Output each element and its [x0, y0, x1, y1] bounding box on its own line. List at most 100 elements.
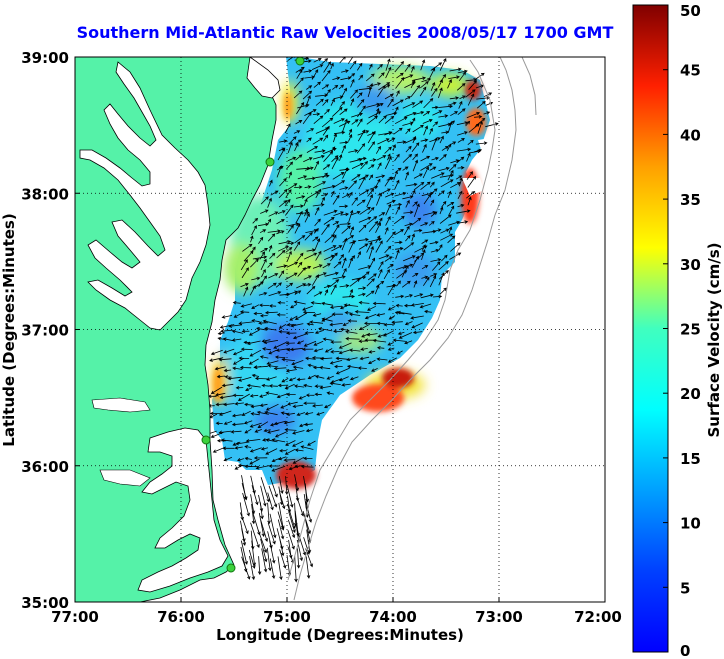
- velocity-arrow: [467, 175, 477, 188]
- velocity-arrow: [292, 430, 305, 435]
- velocity-arrow: [281, 378, 289, 383]
- velocity-arrow: [260, 520, 269, 543]
- velocity-arrow: [372, 338, 387, 343]
- velocity-arrow: [367, 83, 374, 98]
- velocity-arrow: [321, 223, 330, 235]
- velocity-arrow: [342, 322, 349, 326]
- velocity-arrow: [332, 76, 341, 80]
- velocity-arrow: [323, 284, 331, 289]
- velocity-arrow: [285, 341, 295, 346]
- velocity-arrow: [476, 100, 486, 109]
- velocity-arrow: [396, 90, 400, 97]
- velocity-arrow: [356, 143, 366, 154]
- velocity-arrow: [279, 139, 288, 143]
- velocity-arrow: [413, 111, 425, 115]
- velocity-arrow: [367, 188, 375, 197]
- velocity-arrow: [375, 240, 383, 253]
- velocity-arrow: [377, 162, 382, 170]
- velocity-arrow: [378, 115, 387, 124]
- velocity-arrow: [351, 162, 364, 169]
- colorbar-tick-label: 50: [680, 2, 701, 20]
- velocity-arrow: [358, 243, 369, 250]
- velocity-arrow: [277, 511, 285, 531]
- velocity-arrow: [268, 244, 273, 252]
- velocity-arrow: [296, 340, 304, 345]
- velocity-arrow: [241, 482, 248, 501]
- velocity-arrow: [430, 211, 438, 217]
- velocity-arrow: [358, 216, 372, 223]
- velocity-arrow: [241, 528, 247, 547]
- velocity-arrow: [240, 303, 253, 308]
- velocity-arrow: [223, 368, 232, 373]
- velocity-arrow: [412, 135, 417, 144]
- velocity-arrow: [294, 290, 302, 295]
- velocity-arrow: [441, 200, 447, 208]
- velocity-arrow: [358, 176, 366, 190]
- velocity-arrow: [394, 202, 403, 207]
- velocity-arrow: [413, 228, 423, 233]
- velocity-arrow: [402, 153, 413, 163]
- velocity-arrow: [251, 276, 261, 281]
- velocity-arrow: [339, 204, 349, 209]
- velocity-arrow: [394, 116, 408, 125]
- velocity-arrow: [287, 183, 298, 190]
- velocity-arrow: [419, 303, 432, 309]
- velocity-arrow: [338, 84, 345, 90]
- velocity-arrow: [253, 311, 262, 316]
- x-axis: 77:00 76:00 75:00 74:00 73:00 72:00: [51, 597, 622, 626]
- velocity-arrow: [397, 310, 412, 315]
- velocity-arrow: [341, 225, 351, 234]
- velocity-arrow: [305, 356, 316, 361]
- velocity-arrow: [305, 501, 313, 523]
- velocity-arrow: [217, 331, 225, 336]
- velocity-arrow: [347, 319, 358, 323]
- velocity-arrow: [378, 260, 384, 270]
- velocity-arrow: [279, 448, 287, 453]
- velocity-arrow: [413, 181, 425, 191]
- velocity-arrow: [210, 349, 223, 356]
- velocity-arrow: [326, 375, 334, 380]
- velocity-arrow: [251, 304, 260, 309]
- velocity-arrow: [439, 135, 444, 144]
- velocity-arrow: [383, 330, 395, 337]
- velocity-arrow: [294, 223, 301, 234]
- velocity-arrow: [232, 350, 243, 356]
- velocity-arrow: [348, 134, 353, 142]
- velocity-arrow: [348, 149, 359, 153]
- velocity-arrow: [315, 272, 327, 278]
- velocity-arrow: [421, 239, 429, 244]
- velocity-arrow: [278, 200, 288, 208]
- velocity-arrow: [438, 114, 449, 118]
- velocity-arrow: [294, 384, 305, 389]
- velocity-arrow: [360, 160, 369, 170]
- velocity-arrow: [342, 294, 356, 299]
- velocity-arrow: [376, 321, 385, 326]
- velocity-arrow: [394, 153, 400, 162]
- velocity-arrow: [315, 250, 322, 261]
- velocity-arrow: [321, 317, 333, 322]
- velocity-arrow: [239, 310, 250, 314]
- velocity-arrow: [271, 458, 280, 463]
- colorbar-tick-label: 5: [680, 579, 690, 597]
- velocity-arrow: [329, 279, 340, 288]
- velocity-arrow: [288, 511, 296, 534]
- velocity-arrow: [368, 359, 376, 364]
- velocity-arrow: [342, 193, 351, 199]
- velocity-arrow: [304, 331, 314, 335]
- velocity-arrow: [402, 166, 409, 171]
- velocity-arrow: [332, 106, 343, 117]
- velocity-arrow: [450, 182, 461, 189]
- velocity-arrow: [232, 366, 243, 371]
- velocity-arrow: [403, 225, 410, 236]
- velocity-arrow: [286, 412, 295, 416]
- velocity-arrow: [304, 176, 316, 181]
- colorbar-tick-label: 30: [680, 256, 701, 274]
- velocity-arrow: [420, 138, 429, 143]
- velocity-arrow: [286, 485, 294, 508]
- velocity-arrow: [303, 383, 313, 388]
- velocity-arrow: [375, 235, 381, 244]
- velocity-arrow: [285, 440, 296, 446]
- velocity-arrow: [307, 440, 316, 446]
- velocity-arrow: [349, 278, 361, 287]
